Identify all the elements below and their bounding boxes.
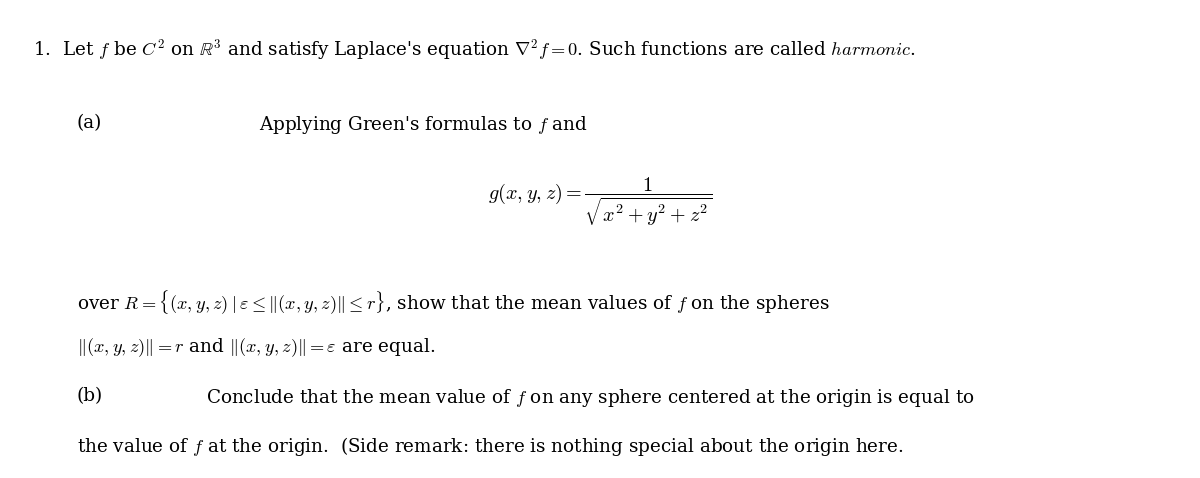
Text: Conclude that the mean value of $f$ on any sphere centered at the origin is equa: Conclude that the mean value of $f$ on a…	[206, 388, 974, 410]
Text: the value of $f$ at the origin.  (Side remark: there is nothing special about th: the value of $f$ at the origin. (Side re…	[77, 435, 904, 458]
Text: (b): (b)	[77, 388, 103, 405]
Text: 1.  Let $f$ be $C^2$ on $\mathbb{R}^3$ and satisfy Laplace's equation $\nabla^2 : 1. Let $f$ be $C^2$ on $\mathbb{R}^3$ an…	[34, 37, 916, 62]
Text: Applying Green's formulas to $f$ and: Applying Green's formulas to $f$ and	[259, 114, 588, 136]
Text: over $R = \{(x, y, z) \mid \varepsilon \leq \|(x, y, z)\| \leq r\}$, show that t: over $R = \{(x, y, z) \mid \varepsilon \…	[77, 288, 829, 315]
Text: (a): (a)	[77, 114, 102, 132]
Text: $g(x, y, z) = \dfrac{1}{\sqrt{x^2 + y^2 + z^2}}$: $g(x, y, z) = \dfrac{1}{\sqrt{x^2 + y^2 …	[487, 176, 713, 228]
Text: $\|(x, y, z)\| = r$ and $\|(x, y, z)\| = \varepsilon$ are equal.: $\|(x, y, z)\| = r$ and $\|(x, y, z)\| =…	[77, 337, 434, 359]
